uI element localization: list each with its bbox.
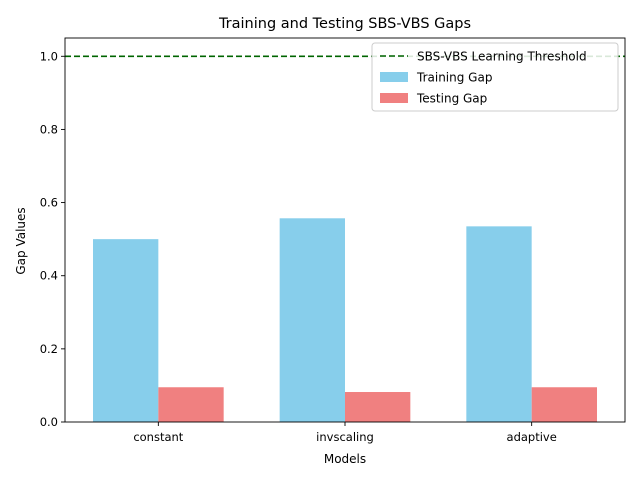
- y-tick-label: 0.2: [40, 342, 58, 356]
- bar-testing-gap-invscaling: [345, 392, 411, 422]
- y-tick-label: 0.0: [40, 415, 58, 429]
- y-tick-label: 0.4: [40, 269, 58, 283]
- bar-training-gap-adaptive: [466, 226, 532, 422]
- x-tick-label: constant: [133, 430, 183, 444]
- plot-area: [64, 37, 626, 423]
- x-tick-label: invscaling: [316, 430, 374, 444]
- y-axis-label: Gap Values: [14, 207, 28, 274]
- x-axis: constant invscaling adaptive: [133, 422, 557, 444]
- bar-testing-gap-constant: [158, 387, 224, 422]
- legend: SBS-VBS Learning Threshold Training Gap Te…: [371, 42, 619, 112]
- legend-swatch-training-gap: [380, 72, 408, 82]
- x-axis-label: Models: [324, 452, 366, 466]
- legend-label: SBS-VBS Learning Threshold: [417, 50, 587, 64]
- legend-label: Training Gap: [416, 71, 492, 85]
- y-axis: 0.0 0.2 0.4 0.6 0.8 1.0: [40, 49, 65, 429]
- x-tick-label: adaptive: [507, 430, 557, 444]
- legend-swatch-testing-gap: [380, 93, 408, 103]
- bar-testing-gap-adaptive: [531, 387, 597, 422]
- chart-title: Training and Testing SBS-VBS Gaps: [218, 16, 471, 32]
- legend-label: Testing Gap: [416, 92, 487, 106]
- legend-box: [371, 42, 619, 112]
- bar-training-gap-invscaling: [279, 218, 345, 422]
- bar-training-gap-constant: [93, 239, 159, 422]
- y-tick-label: 0.8: [40, 122, 58, 136]
- y-tick-label: 1.0: [40, 49, 58, 63]
- y-tick-label: 0.6: [40, 196, 58, 210]
